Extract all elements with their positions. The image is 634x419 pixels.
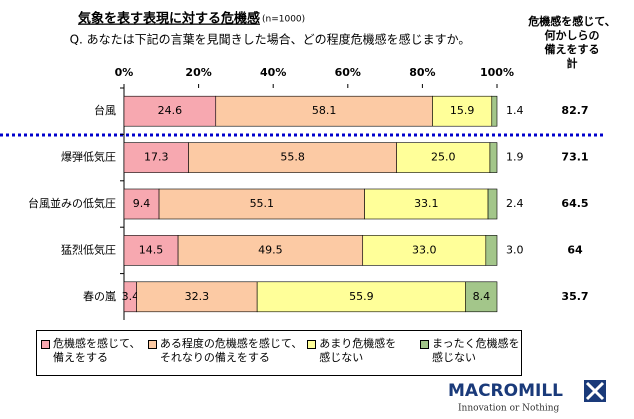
x-tick-label: 80% [409, 66, 435, 79]
legend-item: あまり危機感を 感じない [303, 331, 416, 375]
x-tick-label: 0% [115, 66, 134, 79]
x-tick-label: 40% [260, 66, 286, 79]
value-label: 33.1 [414, 197, 439, 210]
bar-segment [123, 235, 179, 266]
logo-name: MACROMILL [448, 381, 563, 401]
logo: MACROMILL Innovation or Nothing [448, 380, 606, 414]
value-label: 17.3 [144, 151, 169, 164]
value-label: 8.4 [473, 290, 491, 303]
total-header: 備えをする [545, 42, 600, 56]
legend-swatch [420, 340, 430, 349]
chart-title: 気象を表す表現に対する危機感 [78, 11, 260, 27]
value-label: 32.3 [185, 290, 210, 303]
legend-label: ある程度の危機感を感じて、 それなりの備えをする [159, 337, 303, 364]
x-tick-label: 100% [480, 66, 514, 79]
total-label: 73.1 [561, 151, 588, 164]
total-header: 危機感を感じて、 [527, 14, 615, 28]
bar-segment [158, 188, 365, 220]
bar-segment [396, 142, 491, 173]
bar-segment [123, 95, 217, 127]
y-tick-label: 春の嵐 [83, 290, 116, 303]
total-label: 64.5 [561, 197, 588, 210]
legend-swatch [307, 340, 317, 349]
value-label: 1.9 [506, 151, 524, 164]
legend-item: まったく危機感を 感じない [416, 331, 521, 375]
total-header: 何かしらの [545, 28, 600, 42]
legend: 危機感を感じて、 備えをする ある程度の危機感を感じて、 それなりの備えをする あま… [36, 330, 522, 376]
legend-label: あまり危機感を 感じない [319, 337, 397, 364]
bar-segment [362, 235, 487, 266]
value-label: 24.6 [158, 104, 183, 117]
value-label: 25.0 [431, 151, 456, 164]
value-label: 49.5 [258, 243, 283, 256]
x-tick-label: 20% [185, 66, 211, 79]
value-label: 14.5 [139, 243, 164, 256]
value-label: 55.9 [349, 290, 374, 303]
value-label: 3.0 [506, 243, 524, 256]
legend-swatch [41, 340, 50, 349]
bar-segment [364, 188, 489, 220]
value-label: 55.8 [280, 151, 305, 164]
total-label: 82.7 [561, 104, 588, 117]
x-tick-label: 60% [335, 66, 361, 79]
y-tick-label: 猛烈低気圧 [61, 242, 116, 256]
y-tick-label: 台風 [94, 103, 116, 117]
logo-icon-mark [585, 381, 605, 401]
bar-segment [485, 235, 498, 266]
bar-segment [487, 188, 498, 220]
bar-segment [188, 142, 397, 173]
value-label: 9.4 [133, 197, 151, 210]
legend-label: まったく危機感を 感じない [432, 337, 520, 364]
value-label: 3.4 [122, 290, 140, 303]
total-label: 35.7 [561, 290, 588, 303]
legend-swatch [147, 340, 157, 349]
subtitle: Q. あなたは下記の言葉を見聞きした場合、どの程度危機感を感じますか。 [70, 32, 471, 47]
bar-segment [123, 142, 189, 173]
legend-item: 危機感を感じて、 備えをする [37, 331, 144, 375]
y-tick-label: 台風並みの低気圧 [28, 196, 116, 210]
bar-segment [465, 281, 498, 313]
legend-label: 危機感を感じて、 備えをする [53, 337, 141, 364]
value-label: 33.0 [412, 243, 437, 256]
value-label: 55.1 [250, 197, 275, 210]
bar-segment [136, 281, 258, 313]
bar-segment [177, 235, 364, 266]
value-label: 58.1 [312, 104, 337, 117]
bar-segment [489, 142, 498, 173]
total-header: 計 [567, 56, 578, 70]
value-label: 15.9 [450, 104, 475, 117]
logo-tagline: Innovation or Nothing [458, 404, 560, 414]
total-label: 64 [567, 243, 583, 256]
bar-segment [491, 95, 498, 127]
y-tick-label: 爆弾低気圧 [61, 150, 116, 164]
value-label: 2.4 [506, 197, 524, 210]
value-label: 1.4 [506, 104, 524, 117]
title-note: (n=1000) [262, 15, 305, 25]
legend-item: ある程度の危機感を感じて、 それなりの備えをする [144, 331, 303, 375]
